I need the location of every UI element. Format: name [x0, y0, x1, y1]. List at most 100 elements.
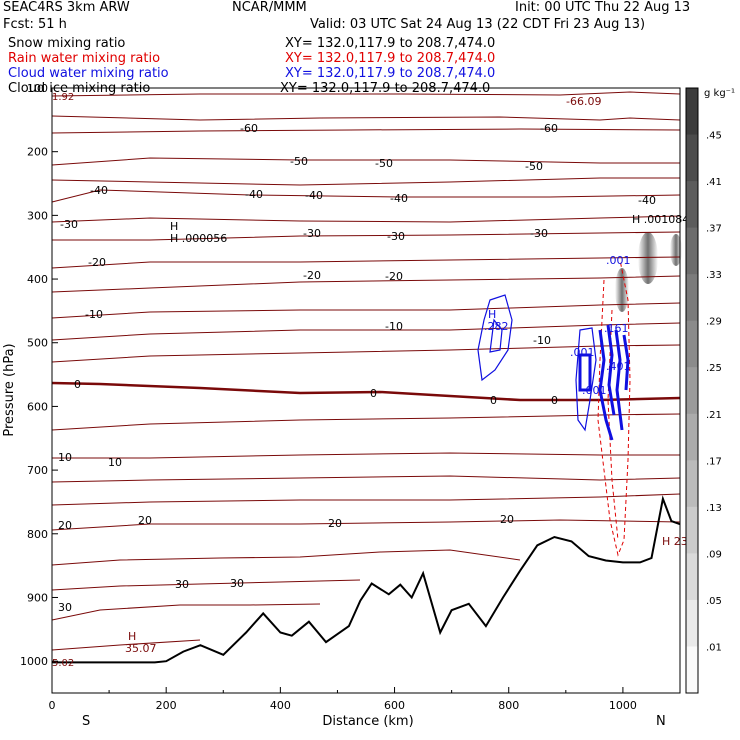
- colorbar-label: .09: [706, 549, 722, 560]
- y-tick-label: 800: [27, 528, 48, 541]
- cloud-water-contours: [477, 294, 597, 432]
- surface-label: 5.02: [52, 658, 74, 669]
- y-tick-label: 400: [27, 273, 48, 286]
- terrain-line: [52, 495, 681, 664]
- project-title: SEAC4RS 3km ARW: [3, 0, 130, 15]
- colorbar-swatch: [686, 274, 698, 322]
- high-marker: H: [128, 630, 136, 643]
- field-label-cloud-water: Cloud water mixing ratio: [8, 66, 169, 81]
- cloud-water-label: .161: [604, 322, 629, 335]
- colorbar-swatch: [686, 506, 698, 554]
- colorbar: .45 .41 .37 .33 .29 .25 .21 .17 .13 .09 .05 .01 g k…: [685, 87, 735, 694]
- contour-label: 10: [108, 456, 122, 469]
- x-tick-label: 1000: [609, 699, 637, 712]
- x-axis-label: Distance (km): [322, 714, 413, 729]
- zero-degree-contour: [51, 381, 681, 402]
- cloud-water-label: .001: [570, 346, 595, 359]
- y-tick-label: 100: [27, 82, 48, 95]
- colorbar-swatch: [686, 460, 698, 508]
- colorbar-label: .41: [706, 177, 722, 188]
- colorbar-label: .37: [706, 224, 722, 235]
- valid-time: Valid: 03 UTC Sat 24 Aug 13 (22 CDT Fri …: [310, 17, 646, 32]
- contour-label: -40: [638, 194, 656, 207]
- colorbar-label: .05: [706, 596, 722, 607]
- contour-label: -20: [88, 256, 106, 269]
- contour-label: -20: [385, 270, 403, 283]
- y-tick-label: 500: [27, 337, 48, 350]
- contour-label: 20: [328, 517, 342, 530]
- contour-label: 30: [58, 601, 72, 614]
- cloud-water-label: .401: [606, 360, 631, 373]
- cloud-water-label: H: [488, 308, 496, 321]
- high-markers: H H .000056 H .001084 H 35.07 H 23: [125, 213, 689, 655]
- contour-label: -50: [375, 157, 393, 170]
- y-tick-label: 1000: [20, 655, 48, 668]
- cloud-water-label: .001: [582, 384, 607, 397]
- cloud-water-label: .282: [484, 320, 509, 333]
- temperature-labels: -66.09 -60 -60 -50 -50 -50 -40 -40 -40 -…: [58, 95, 656, 614]
- contour-label: 20: [138, 514, 152, 527]
- high-label: H .001084: [632, 213, 689, 226]
- high-marker: H: [170, 220, 178, 233]
- colorbar-swatch: [686, 367, 698, 415]
- high-label: H 23: [662, 535, 688, 548]
- colorbar-swatch: [686, 413, 698, 461]
- contour-label: -60: [540, 122, 558, 135]
- x-tick-label: 800: [498, 699, 519, 712]
- y-tick-label: 200: [27, 146, 48, 159]
- contour-label: -30: [303, 227, 321, 240]
- colorbar-label: .29: [706, 317, 722, 328]
- high-value-label: 35.07: [125, 642, 157, 655]
- contour-label: -10: [85, 308, 103, 321]
- contour-label: -50: [290, 155, 308, 168]
- colorbar-swatch: [686, 181, 698, 229]
- center-label: NCAR/MMM: [232, 0, 307, 15]
- cloud-water-label: .001: [606, 254, 631, 267]
- field-xy-snow: XY= 132.0,117.9 to 208.7,474.0: [285, 36, 496, 51]
- colorbar-swatch: [686, 88, 698, 136]
- colorbar-swatch: [686, 599, 698, 647]
- ice-shading: [615, 232, 682, 312]
- north-label: N: [656, 714, 666, 729]
- colorbar-swatch: [686, 134, 698, 182]
- field-xy-rain: XY= 132.0,117.9 to 208.7,474.0: [285, 51, 496, 66]
- colorbar-label: .45: [706, 131, 722, 142]
- colorbar-label: .33: [706, 270, 722, 281]
- temperature-contours: [51, 91, 681, 651]
- y-tick-label: 300: [27, 209, 48, 222]
- contour-label: -30: [530, 227, 548, 240]
- contour-label: -60: [240, 122, 258, 135]
- x-tick-label: 200: [156, 699, 177, 712]
- contour-label: -40: [390, 192, 408, 205]
- colorbar-label: .13: [706, 503, 722, 514]
- y-axis-label: Pressure (hPa): [2, 343, 17, 436]
- contour-label: 30: [230, 577, 244, 590]
- y-tick-label: 700: [27, 464, 48, 477]
- contour-label: 20: [500, 513, 514, 526]
- y-tick-label: 600: [27, 400, 48, 413]
- colorbar-label: .21: [706, 410, 722, 421]
- contour-label: -50: [525, 160, 543, 173]
- colorbar-label: .17: [706, 456, 722, 467]
- contour-label: 0: [490, 394, 497, 407]
- colorbar-unit: g kg⁻¹: [704, 88, 735, 99]
- contour-label: -66.09: [566, 95, 601, 108]
- contour-label: -40: [90, 184, 108, 197]
- colorbar-label: .25: [706, 363, 722, 374]
- field-label-rain: Rain water mixing ratio: [8, 51, 161, 66]
- y-tick-label: 900: [27, 591, 48, 604]
- colorbar-swatch: [686, 320, 698, 368]
- colorbar-swatch: [686, 227, 698, 275]
- axes: 0 200 400 600 800 100010020030040050060070080…: [20, 82, 637, 712]
- x-tick-label: 400: [270, 699, 291, 712]
- contour-label: -10: [533, 334, 551, 347]
- contour-label: 10: [58, 451, 72, 464]
- forecast-hour: Fcst: 51 h: [3, 17, 67, 32]
- colorbar-swatch: [686, 553, 698, 601]
- contour-label: 0: [551, 394, 558, 407]
- high-label: H .000056: [170, 232, 227, 245]
- contour-label: -40: [245, 188, 263, 201]
- field-xy-cloud-water: XY= 132.0,117.9 to 208.7,474.0: [285, 66, 496, 81]
- contour-label: 30: [175, 578, 189, 591]
- contour-label: -20: [303, 269, 321, 282]
